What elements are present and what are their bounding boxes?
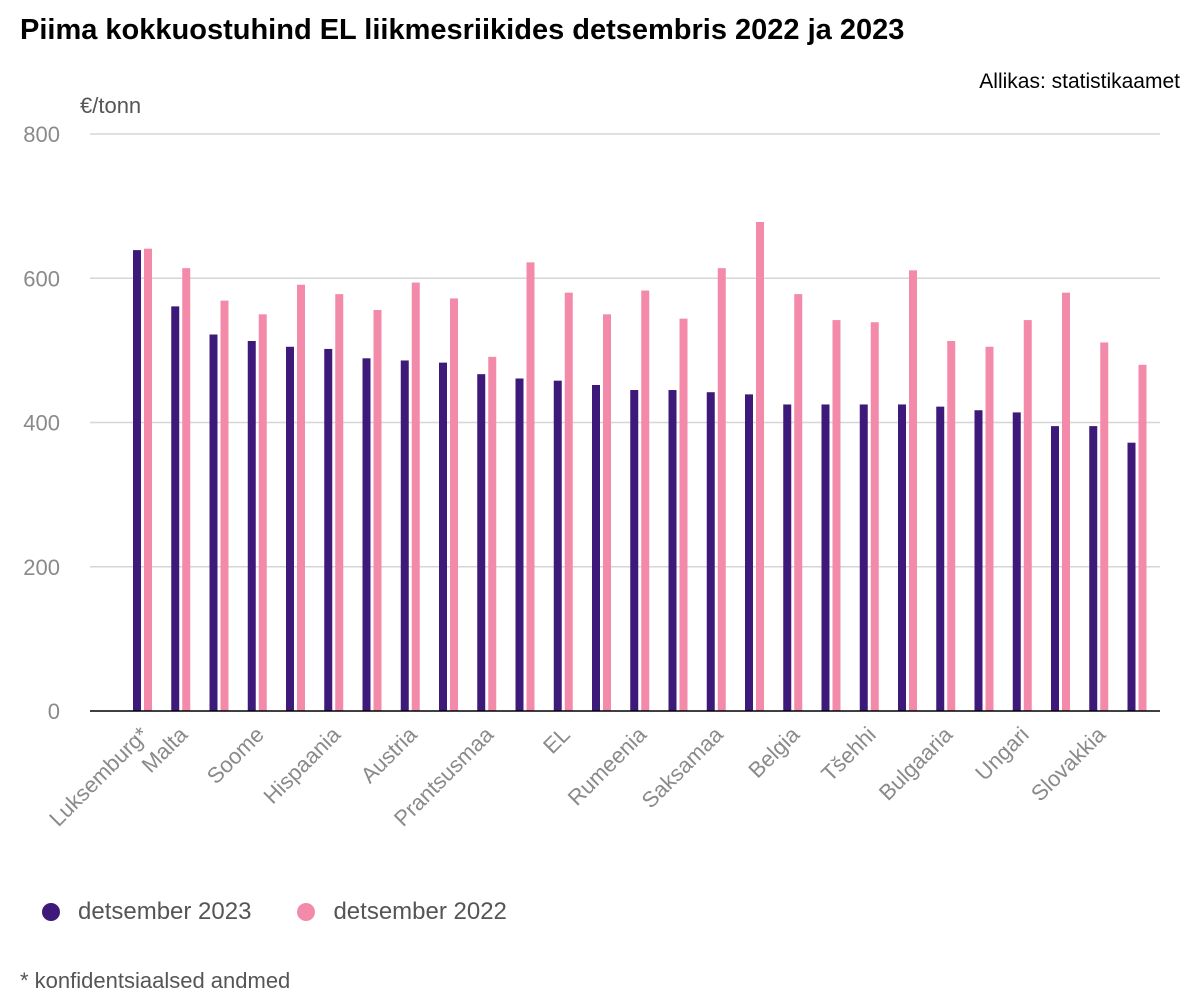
bar-2022 [297,284,305,711]
bar-2022 [909,270,917,711]
bar-2023 [745,394,753,711]
bar-2023 [859,404,868,711]
bar-2023 [400,360,409,711]
x-tick-label: Tšehhi [816,722,880,786]
bar-2022 [1138,364,1147,711]
bar-2023 [133,250,141,711]
bar-2022 [220,300,229,711]
y-axis-ticks: 0 200 400 600 800 [23,122,60,724]
bar-2023 [706,392,715,711]
bar-2023 [1127,442,1136,711]
bars [133,221,1147,711]
x-tick-label: Slovakkia [1026,721,1111,806]
x-tick-label: EL [538,722,575,759]
bar-2023 [439,362,447,711]
source-label: Allikas: statistikaamet [979,70,1180,93]
bar-2023 [974,410,983,711]
bar-2022 [1062,292,1070,711]
bar-2023 [1051,426,1059,711]
y-tick-label: 600 [23,266,60,291]
bar-2022 [985,346,994,711]
legend: detsember 2023 detsember 2022 [42,898,507,926]
bar-2023 [286,346,294,711]
bar-2022 [1100,342,1109,711]
x-tick-label: Saksamaa [637,721,729,813]
bar-2023 [592,384,600,711]
legend-item-2023: detsember 2023 [42,898,251,926]
bar-2023 [1012,412,1021,711]
bar-2023 [324,348,333,711]
chart-title: Piima kokkuostuhind EL liikmesriikides d… [20,14,905,46]
bar-2022 [335,294,344,711]
bar-2022 [641,290,650,711]
bar-2022 [450,298,458,711]
bar-2022 [603,314,611,711]
bar-2023 [936,406,945,711]
y-axis-label: €/tonn [80,93,141,118]
bar-2022 [679,318,688,711]
bar-2022 [947,340,956,711]
bar-2022 [832,320,841,711]
bar-2022 [526,262,535,711]
x-tick-label: Ungari [970,722,1034,786]
bar-2023 [247,340,256,711]
bar-2022 [794,294,803,711]
legend-label-2023: detsember 2023 [78,898,252,925]
bar-2022 [1023,320,1032,711]
bar-2023 [209,334,218,711]
x-tick-label: Soome [202,722,269,789]
bar-2022 [182,268,191,711]
y-tick-label: 0 [48,699,60,724]
bar-2023 [477,374,486,711]
x-tick-label: Bulgaaria [874,721,958,805]
legend-dot-2022 [297,903,316,921]
bar-2022 [488,356,497,711]
bar-2023 [821,404,830,711]
bar-2022 [870,322,879,711]
bar-2023 [898,404,906,711]
bar-chart: €/tonn 0 200 400 600 800 Luksemburg*Malta Soo… [23,93,1160,831]
x-tick-label: Hispaania [258,721,345,808]
bar-2023 [630,390,639,711]
legend-label-2022: detsember 2022 [333,898,507,925]
bar-2022 [564,292,573,711]
bar-2023 [553,380,562,711]
bar-2023 [783,404,792,711]
legend-item-2022: detsember 2022 [297,898,507,926]
bar-2022 [756,221,764,711]
bar-2022 [717,268,726,711]
bar-2023 [515,378,524,711]
bar-2023 [362,358,371,711]
y-tick-label: 200 [23,555,60,580]
x-tick-label: Belgia [743,721,804,782]
bar-2022 [144,248,152,711]
bar-2022 [258,314,267,711]
x-tick-label: Luksemburg* [44,722,154,832]
bar-2022 [411,282,420,711]
bar-2023 [171,306,180,711]
y-tick-label: 400 [23,411,60,436]
bar-2022 [373,309,382,711]
legend-dot-2023 [42,903,60,921]
y-tick-label: 800 [23,122,60,147]
x-tick-label: Malta [137,721,193,777]
footnote: * konfidentsiaalsed andmed [20,968,291,993]
bar-2023 [668,390,677,711]
bar-2023 [1089,426,1098,711]
x-tick-label: Austria [356,721,423,788]
